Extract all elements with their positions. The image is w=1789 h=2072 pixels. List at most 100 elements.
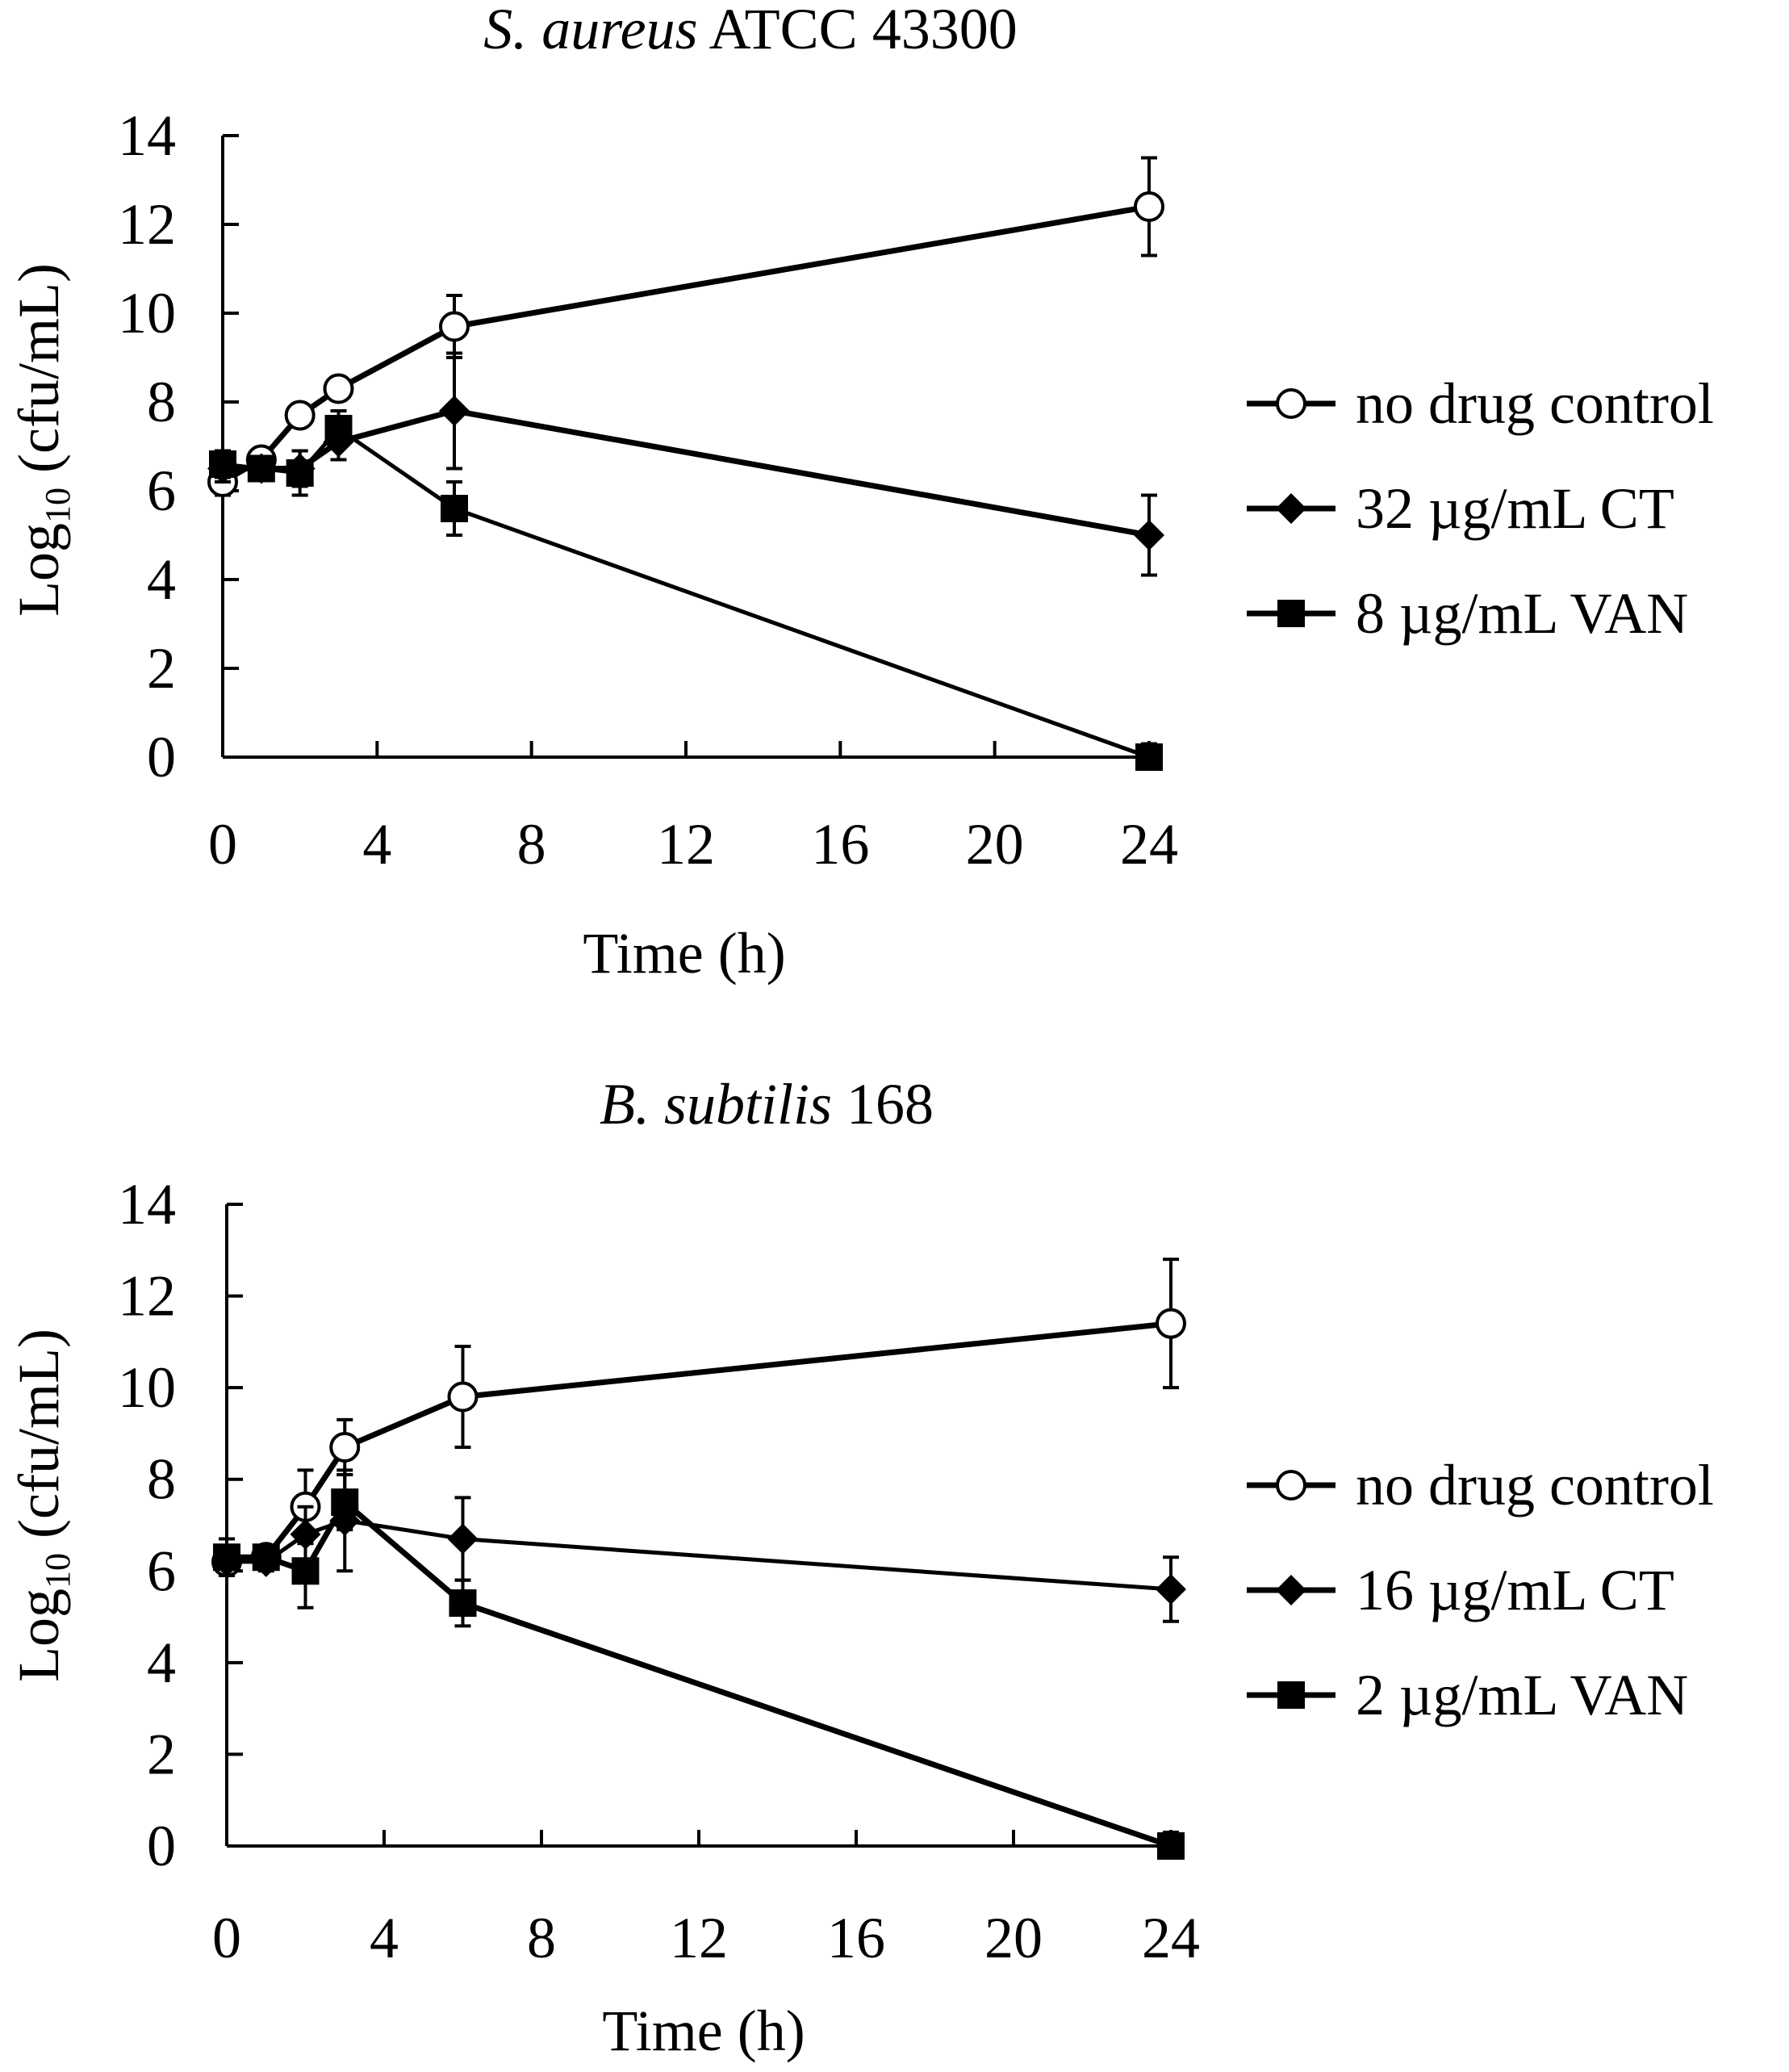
legend-entry-no-drug-control: no drug control (1247, 371, 1714, 436)
data-point-8-g-ml-van (441, 495, 468, 522)
data-point-32-g-ml-ct (439, 396, 470, 426)
legend-label: 16 µg/mL CT (1356, 1558, 1674, 1622)
chart-title-italic: S. aureus (483, 0, 697, 61)
x-axis-title: Time (h) (583, 921, 785, 986)
chart-title: B. subtilis 168 (600, 1072, 934, 1136)
y-tick-label: 2 (147, 636, 176, 701)
data-point-2-g-ml-van (252, 1543, 280, 1572)
legend-marker (1277, 600, 1305, 627)
legend-marker (1276, 1575, 1306, 1605)
legend: no drug control 32 µg/mL CT 8 µg/mL VAN (1247, 371, 1714, 646)
legend-entry-32-g-ml-ct: 32 µg/mL CT (1247, 476, 1674, 541)
legend-label: 2 µg/mL VAN (1356, 1663, 1688, 1727)
y-axis-title-rest: (cfu/mL) (6, 1329, 71, 1553)
y-tick-label: 2 (147, 1722, 176, 1786)
series-line-32-g-ml-ct (223, 408, 1150, 538)
y-tick-label: 6 (147, 458, 176, 523)
x-tick-label: 12 (670, 1906, 728, 1970)
x-tick-label: 20 (966, 812, 1024, 877)
x-axis-title: Time (h) (602, 1999, 805, 2063)
series-line-no-drug-control (221, 203, 1150, 485)
chart-title: S. aureus ATCC 43300 (483, 0, 1017, 61)
series-line-16-g-ml-ct (227, 1518, 1172, 1592)
data-point-16-g-ml-ct (447, 1523, 479, 1555)
legend-label: no drug control (1356, 1453, 1714, 1517)
legend-marker (1276, 388, 1306, 419)
data-point-2-g-ml-van (449, 1589, 477, 1618)
x-tick-label: 20 (984, 1906, 1043, 1970)
legend-marker (1276, 493, 1306, 524)
y-tick-label: 8 (147, 370, 176, 434)
x-tick-label: 8 (517, 812, 546, 877)
chart-title-rest: ATCC 43300 (698, 0, 1018, 61)
data-point-no-drug-control (329, 1431, 361, 1463)
y-tick-label: 4 (147, 547, 176, 612)
x-tick-label: 0 (212, 1906, 241, 1970)
y-axis-title-rest: (cfu/mL) (6, 263, 71, 488)
data-point-no-drug-control (1134, 191, 1164, 222)
data-point-no-drug-control (284, 400, 316, 431)
series-2-g-ml-van (213, 1473, 1185, 1860)
y-axis-title-main: Log (6, 1589, 71, 1682)
legend-label: no drug control (1356, 371, 1714, 436)
legend-marker (1277, 1681, 1305, 1709)
y-axis-title: Log10 (cfu/mL) (6, 263, 77, 617)
data-point-2-g-ml-van (331, 1488, 359, 1517)
x-tick-label: 4 (370, 1906, 399, 1970)
legend-entry-no-drug-control: no drug control (1247, 1453, 1714, 1517)
y-axis-title-sub: 10 (38, 1553, 77, 1589)
chart-title-italic: B. subtilis (600, 1072, 832, 1136)
y-tick-label: 10 (118, 1355, 176, 1420)
legend-label: 32 µg/mL CT (1356, 476, 1674, 541)
x-tick-label: 8 (527, 1906, 556, 1970)
data-point-2-g-ml-van (1157, 1832, 1185, 1860)
data-point-8-g-ml-van (324, 415, 353, 442)
x-tick-label: 12 (657, 812, 715, 877)
series-8-g-ml-van (209, 409, 1163, 771)
data-point-8-g-ml-van (209, 450, 236, 478)
legend-entry-8-g-ml-van: 8 µg/mL VAN (1247, 581, 1688, 646)
y-tick-label: 8 (147, 1447, 176, 1512)
legend-label: 8 µg/mL VAN (1356, 581, 1688, 646)
x-tick-label: 0 (208, 812, 237, 877)
x-tick-label: 4 (362, 812, 391, 877)
data-point-8-g-ml-van (1135, 743, 1163, 771)
y-axis-title-main: Log (6, 523, 71, 617)
y-tick-label: 6 (147, 1538, 176, 1603)
legend-marker (1276, 1470, 1306, 1501)
legend-entry-2-g-ml-van: 2 µg/mL VAN (1247, 1663, 1688, 1727)
y-axis-title: Log10 (cfu/mL) (6, 1329, 77, 1682)
y-tick-label: 14 (118, 103, 176, 168)
legend-entry-16-g-ml-ct: 16 µg/mL CT (1247, 1558, 1674, 1622)
y-tick-label: 12 (118, 1264, 176, 1329)
series-no-drug-control (211, 1258, 1186, 1577)
data-point-no-drug-control (447, 1381, 479, 1413)
x-tick-label: 24 (1142, 1906, 1200, 1970)
x-tick-label: 16 (811, 812, 869, 877)
data-point-8-g-ml-van (247, 454, 275, 483)
y-tick-label: 10 (118, 281, 176, 345)
y-tick-label: 12 (118, 192, 176, 257)
data-point-16-g-ml-ct (1156, 1574, 1186, 1605)
x-tick-label: 16 (827, 1906, 885, 1970)
series-no-drug-control (207, 156, 1164, 497)
data-point-2-g-ml-van (213, 1543, 240, 1572)
y-tick-label: 0 (147, 725, 176, 789)
data-point-no-drug-control (323, 373, 354, 404)
chart-panel-b-subtilis: B. subtilis 168 Log10 (cfu/mL) Time (h) … (6, 1072, 1714, 2063)
y-axis-title-sub: 10 (38, 488, 77, 523)
data-point-2-g-ml-van (291, 1557, 320, 1585)
chart-title-rest: 168 (832, 1072, 934, 1136)
data-point-no-drug-control (1156, 1308, 1186, 1339)
y-tick-label: 14 (118, 1172, 176, 1237)
series-line-8-g-ml-van (222, 426, 1150, 760)
data-point-no-drug-control (439, 311, 470, 342)
y-tick-label: 0 (147, 1814, 176, 1878)
y-tick-label: 4 (147, 1630, 176, 1695)
data-point-8-g-ml-van (286, 459, 314, 487)
legend: no drug control 16 µg/mL CT 2 µg/mL VAN (1247, 1453, 1714, 1727)
